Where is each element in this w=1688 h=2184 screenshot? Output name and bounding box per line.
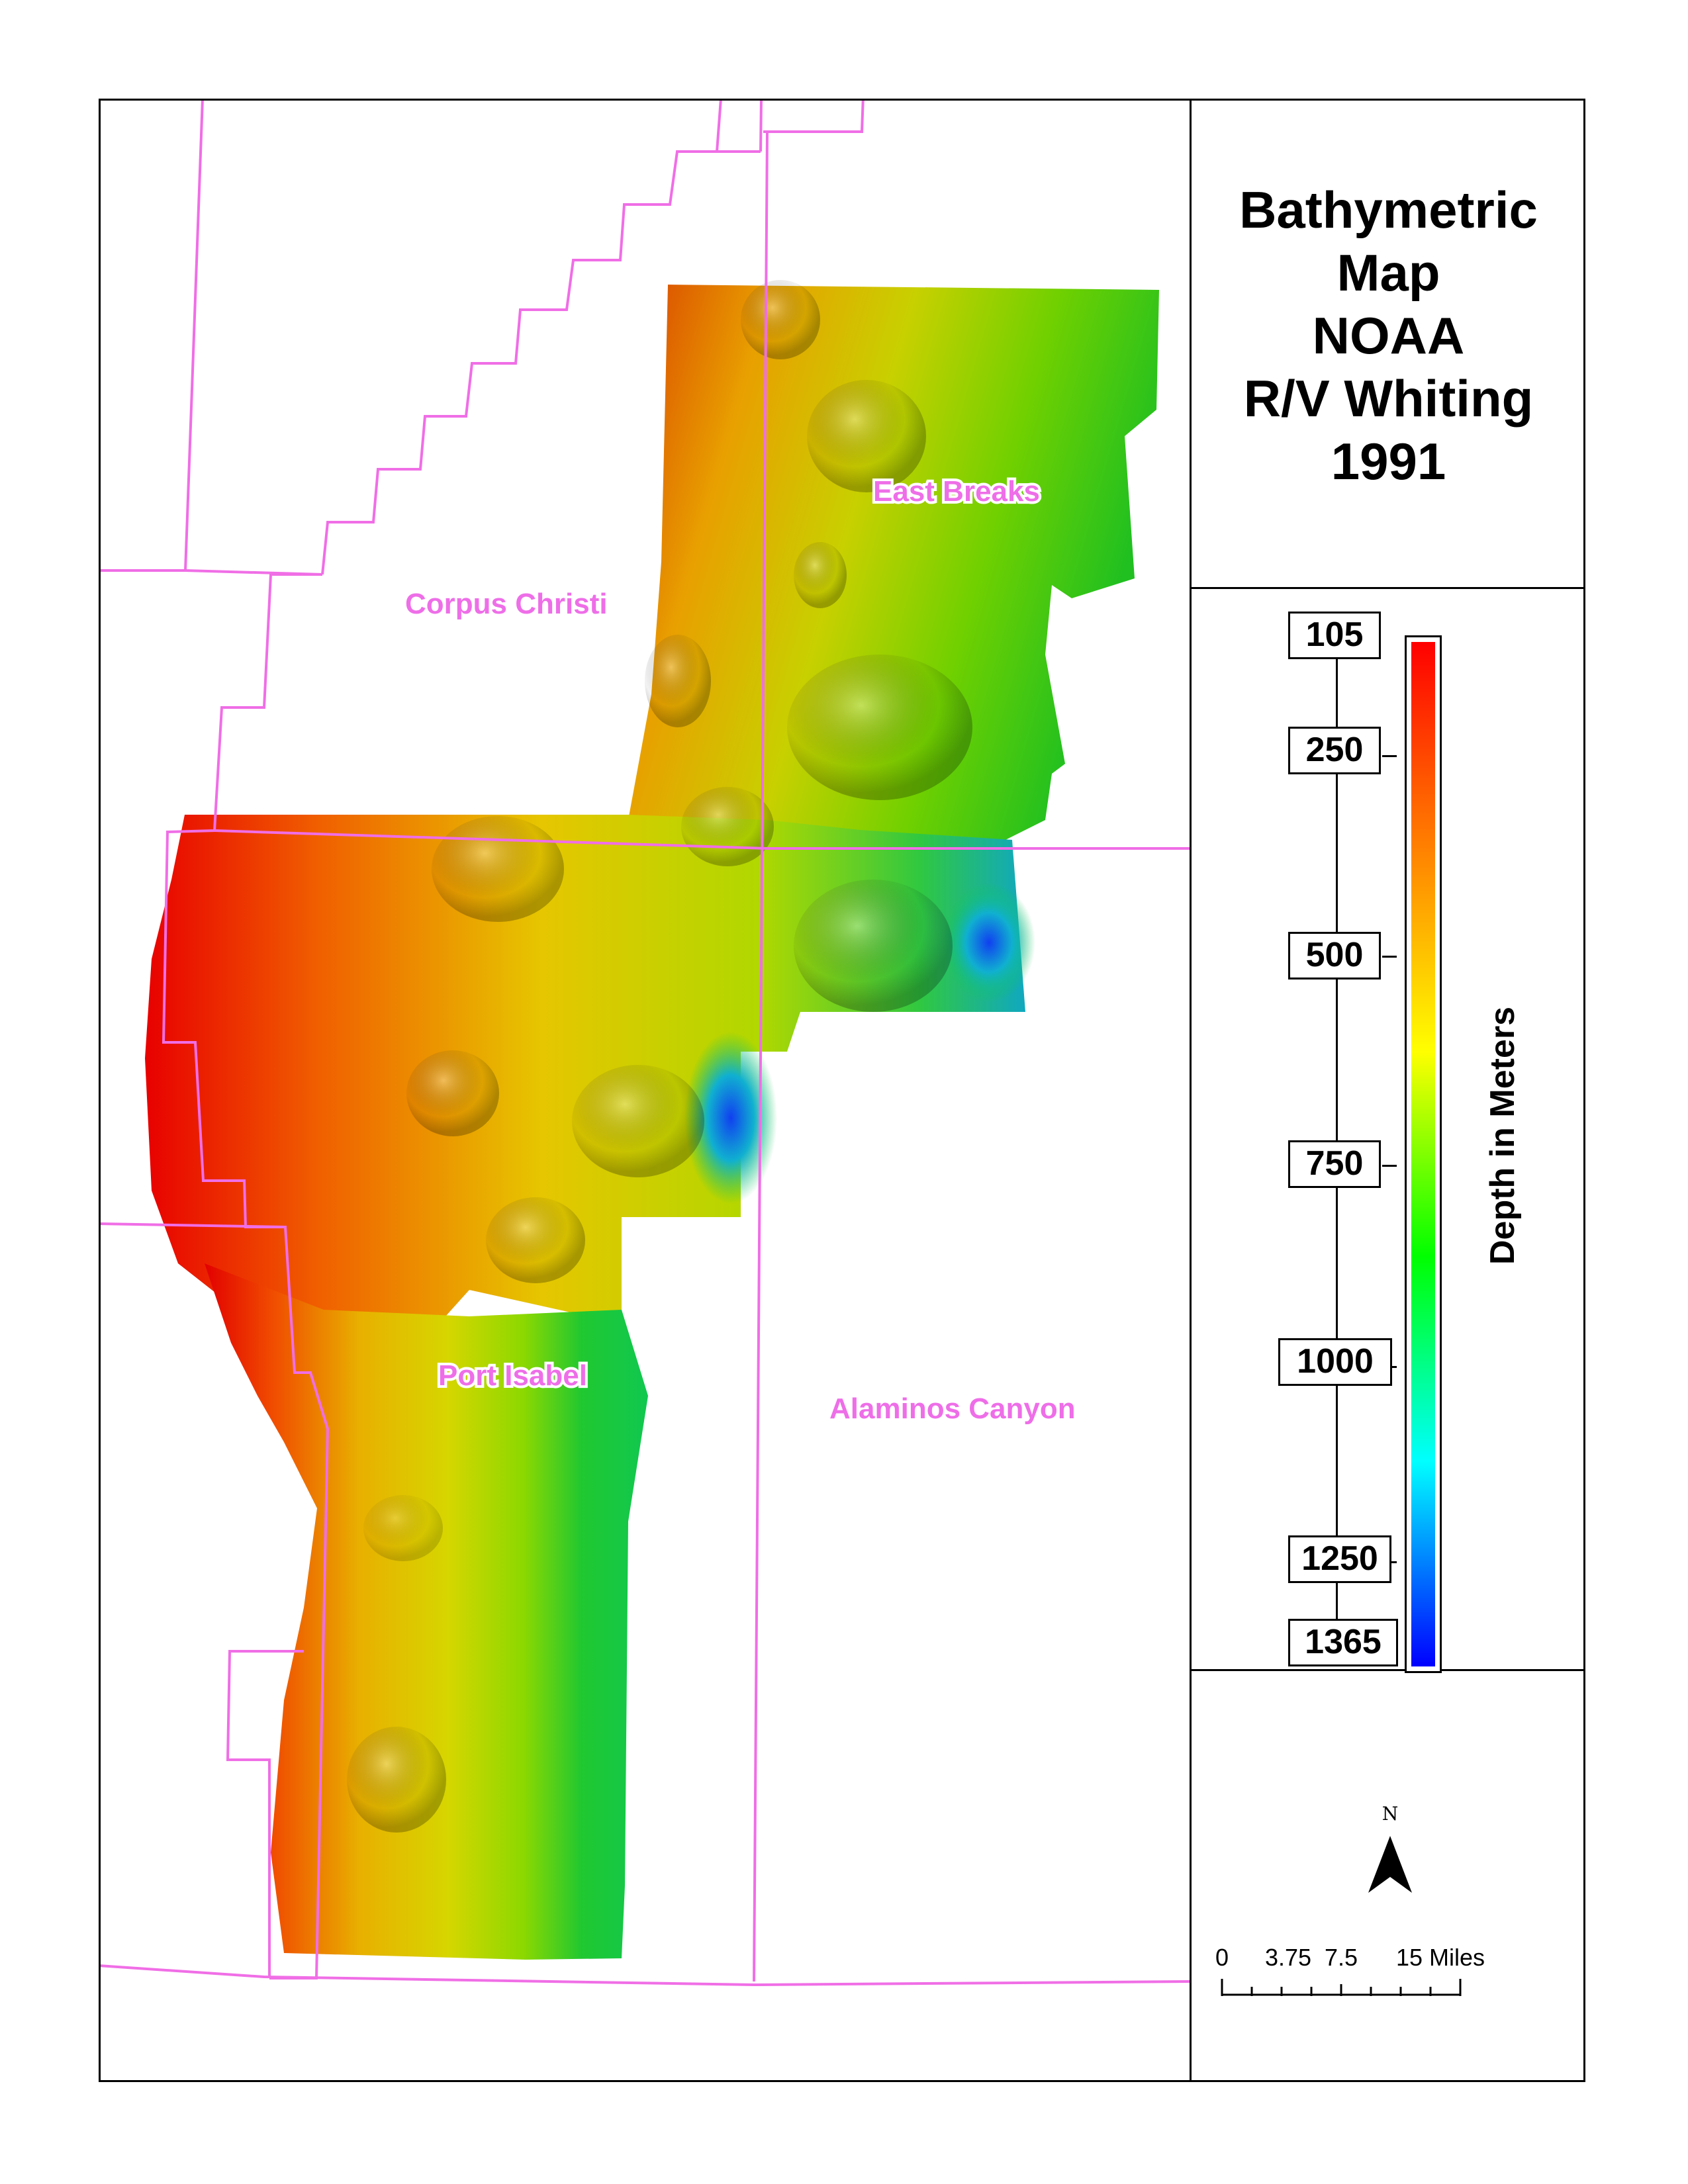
title-line: R/V Whiting	[1243, 369, 1534, 428]
panel-divider	[1190, 99, 1192, 2082]
seafloor-mound	[486, 1197, 585, 1283]
bathymetry-map[interactable]: Corpus Christi East Breaks Port Isabel A…	[99, 99, 1190, 2082]
seafloor-mound	[645, 635, 711, 727]
seafloor-mound	[432, 816, 564, 922]
scale-label-15-miles: 15 Miles	[1396, 1944, 1485, 1971]
title-line: 1991	[1331, 432, 1446, 490]
legend-title: Depth in Meters	[1483, 1006, 1522, 1265]
depth-color-ramp	[1405, 635, 1442, 1673]
label-port-isabel: Port Isabel	[438, 1359, 587, 1392]
seafloor-mound	[794, 542, 847, 608]
legend-tick	[1382, 755, 1397, 757]
seafloor-mound	[787, 655, 972, 800]
title-line: Bathymetric	[1239, 181, 1538, 239]
label-corpus-christi: Corpus Christi	[405, 588, 608, 620]
seafloor-mound	[406, 1050, 499, 1136]
legend-label-1250: 1250	[1288, 1535, 1391, 1583]
title-line: Map	[1336, 244, 1440, 302]
map-title: Bathymetric Map NOAA R/V Whiting 1991	[1192, 179, 1585, 493]
scale-label-3-75: 3.75	[1265, 1944, 1311, 1971]
north-arrow: N	[1368, 1803, 1412, 1893]
panel-divider	[1190, 587, 1585, 589]
map-frame	[99, 99, 1585, 2082]
scale-bar: 0 3.75 7.5 15 Miles	[1215, 1944, 1485, 1996]
label-east-breaks: East Breaks	[873, 475, 1040, 508]
legend-label-750: 750	[1288, 1140, 1381, 1188]
legend-label-1000: 1000	[1278, 1338, 1392, 1386]
survey-block-south	[205, 1263, 648, 1960]
legend-label-500: 500	[1288, 932, 1381, 979]
color-ramp-fill	[1411, 642, 1435, 1666]
panel-divider	[1190, 1669, 1585, 1671]
seafloor-mound	[807, 380, 926, 492]
label-alaminos-canyon: Alaminos Canyon	[829, 1392, 1076, 1425]
lease-boundaries	[99, 99, 1190, 1987]
north-letter: N	[1382, 1803, 1399, 1825]
north-arrow-icon	[1368, 1836, 1412, 1893]
seafloor-mound	[363, 1495, 443, 1561]
survey-block-north	[628, 285, 1159, 840]
seafloor-mound	[794, 880, 953, 1012]
legend-label-105: 105	[1288, 612, 1381, 659]
seafloor-mound	[741, 280, 820, 359]
title-line: NOAA	[1312, 306, 1465, 365]
deep-basin	[943, 883, 1035, 1002]
legend-tick	[1382, 1165, 1397, 1167]
scale-label-7-5: 7.5	[1325, 1944, 1358, 1971]
deep-basin	[684, 1032, 777, 1204]
legend-tick	[1382, 956, 1397, 958]
legend-label-250: 250	[1288, 727, 1381, 774]
map-canvas: Corpus Christi East Breaks Port Isabel A…	[99, 99, 1190, 1987]
legend-label-1365: 1365	[1288, 1619, 1398, 1666]
seafloor-mound	[572, 1065, 704, 1177]
scale-label-0: 0	[1215, 1944, 1229, 1971]
seafloor-mound	[347, 1727, 446, 1833]
